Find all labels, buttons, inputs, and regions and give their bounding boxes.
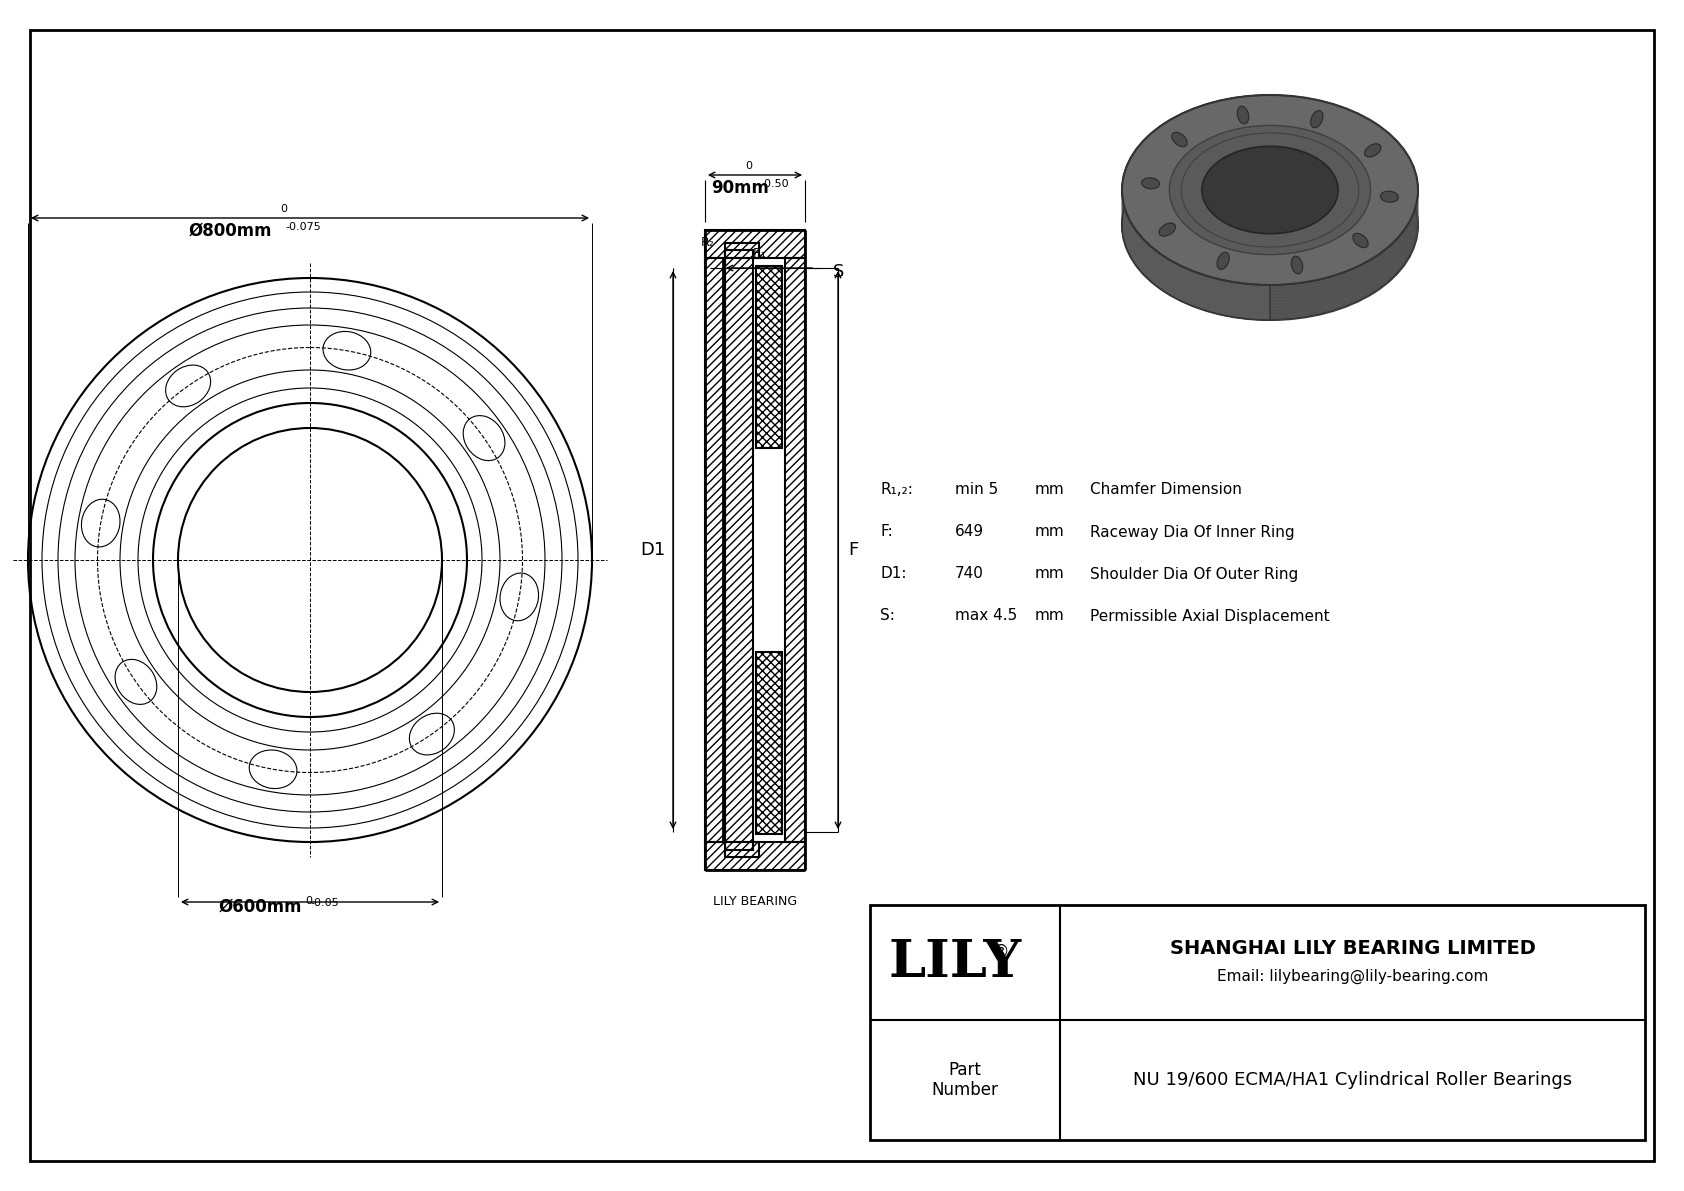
Bar [706,842,805,869]
Ellipse shape [409,713,455,755]
Ellipse shape [1352,233,1367,248]
Ellipse shape [115,660,157,704]
Ellipse shape [1172,132,1187,146]
Ellipse shape [323,331,370,370]
Ellipse shape [1238,106,1250,124]
Ellipse shape [500,573,539,621]
Ellipse shape [463,416,505,461]
Text: LILY: LILY [889,937,1022,989]
Bar [706,842,805,869]
Text: 90mm: 90mm [711,179,770,197]
Text: Email: lilybearing@lily-bearing.com: Email: lilybearing@lily-bearing.com [1218,969,1489,984]
Bar [726,842,759,858]
Text: -0.50: -0.50 [759,179,788,189]
Text: mm: mm [1036,524,1064,540]
Text: D1:: D1: [881,567,906,581]
Text: -0.05: -0.05 [310,898,338,908]
Text: mm: mm [1036,567,1064,581]
Ellipse shape [1122,130,1418,320]
Text: 740: 740 [955,567,983,581]
Text: Raceway Dia Of Inner Ring: Raceway Dia Of Inner Ring [1090,524,1295,540]
Text: R₁,₂:: R₁,₂: [881,482,913,498]
Text: ®: ® [994,942,1009,960]
Text: NU 19/600 ECMA/HA1 Cylindrical Roller Bearings: NU 19/600 ECMA/HA1 Cylindrical Roller Be… [1133,1071,1573,1089]
Text: Ø800mm: Ø800mm [189,222,271,241]
Bar [756,266,781,448]
Text: F: F [849,541,859,559]
Ellipse shape [1218,252,1229,269]
Ellipse shape [1202,146,1339,233]
Bar [706,258,726,842]
Ellipse shape [1199,180,1340,270]
Bar [706,230,805,258]
Polygon shape [1122,95,1270,320]
Bar [726,243,759,258]
Text: D1: D1 [640,541,665,559]
Ellipse shape [1159,223,1175,236]
Bar [726,842,759,858]
Text: 0: 0 [280,204,286,214]
Ellipse shape [81,499,120,547]
Bar [871,905,1645,1140]
Bar [726,250,753,850]
Text: S: S [834,263,844,281]
Text: S:: S: [881,609,894,624]
Ellipse shape [1292,256,1303,274]
Ellipse shape [249,750,296,788]
Text: mm: mm [1036,482,1064,498]
Ellipse shape [1142,177,1160,189]
Text: 0: 0 [744,161,753,172]
Bar [785,258,805,842]
Bar [726,250,753,850]
Bar [706,230,805,258]
Text: max 4.5: max 4.5 [955,609,1017,624]
Ellipse shape [1310,111,1324,127]
Text: R₂: R₂ [701,236,716,249]
Ellipse shape [1364,144,1381,157]
Bar [756,653,781,834]
Text: R₁: R₁ [753,247,766,260]
Text: -0.075: -0.075 [285,222,320,232]
Text: Chamfer Dimension: Chamfer Dimension [1090,482,1241,498]
Ellipse shape [165,366,210,407]
Text: Ø600mm: Ø600mm [219,898,301,916]
Text: Shoulder Dia Of Outer Ring: Shoulder Dia Of Outer Ring [1090,567,1298,581]
Text: 0: 0 [305,896,312,906]
Text: Permissible Axial Displacement: Permissible Axial Displacement [1090,609,1330,624]
Text: mm: mm [1036,609,1064,624]
Ellipse shape [1169,125,1371,255]
Bar [706,258,726,842]
Ellipse shape [1122,95,1418,285]
Text: min 5: min 5 [955,482,999,498]
Bar [726,243,759,258]
Text: 649: 649 [955,524,983,540]
Ellipse shape [1381,192,1398,202]
Text: LILY BEARING: LILY BEARING [712,894,797,908]
Text: F:: F: [881,524,893,540]
Bar [756,653,781,834]
Bar [756,266,781,448]
Text: Part
Number: Part Number [931,1061,999,1099]
Bar [785,258,805,842]
Text: SHANGHAI LILY BEARING LIMITED: SHANGHAI LILY BEARING LIMITED [1170,939,1536,958]
